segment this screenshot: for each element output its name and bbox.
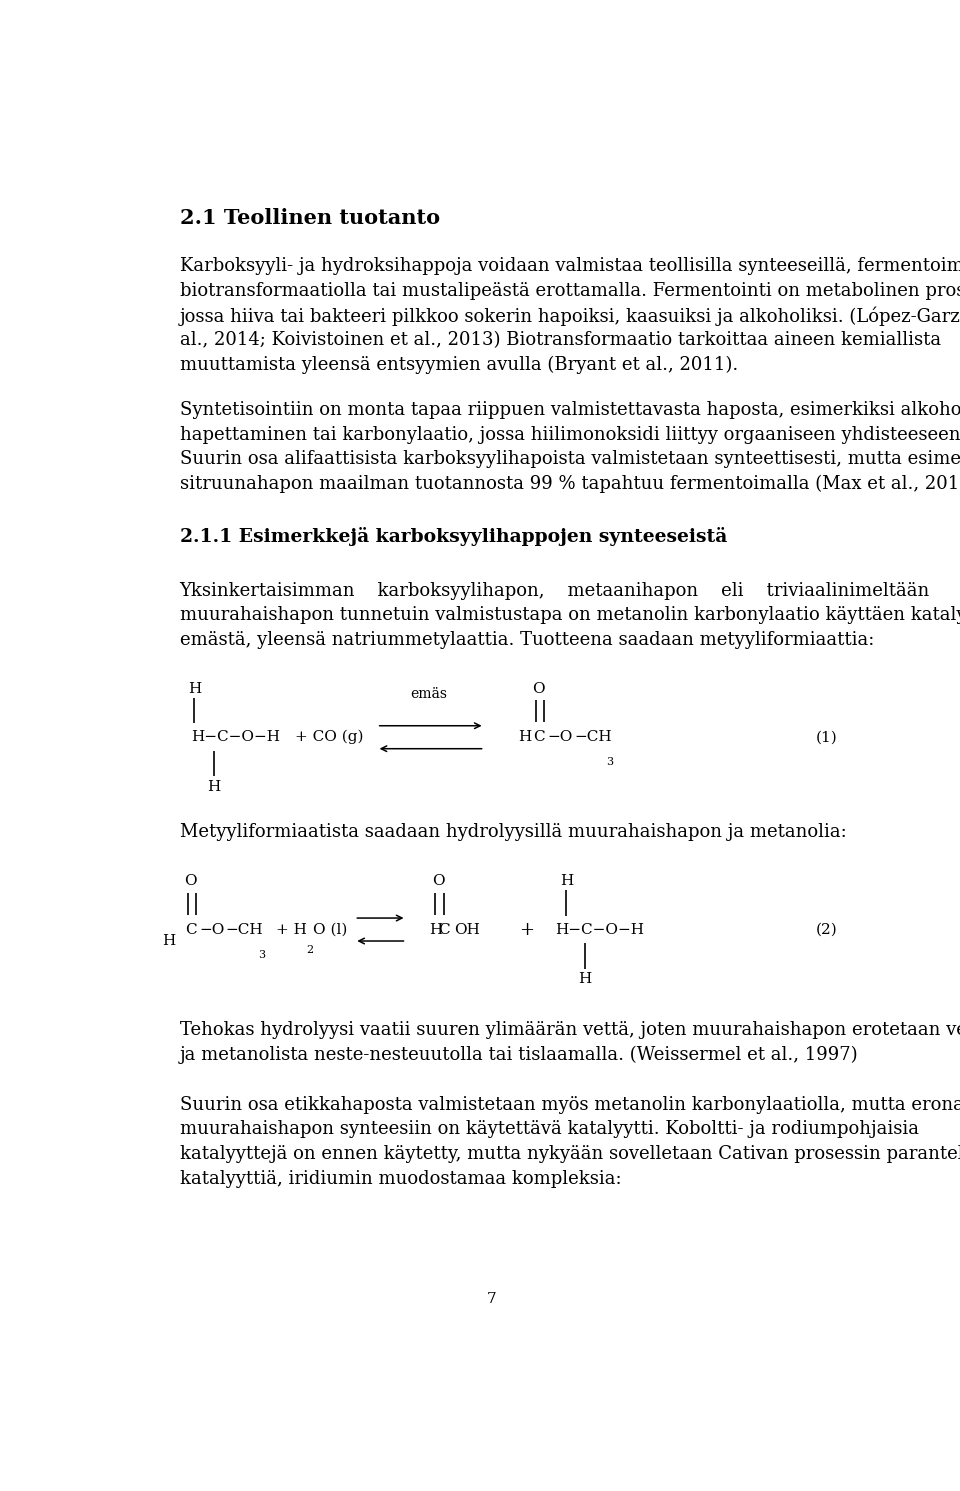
Text: 7: 7 [487, 1293, 497, 1306]
Text: katalyyttiä, iridiumin muodostamaa kompleksia:: katalyyttiä, iridiumin muodostamaa kompl… [180, 1169, 621, 1188]
Text: + H: + H [276, 923, 307, 936]
Text: 3: 3 [606, 757, 612, 768]
Text: 3: 3 [257, 950, 265, 960]
Text: O: O [533, 681, 545, 696]
Text: sitruunahapon maailman tuotannosta 99 % tapahtuu fermentoimalla (Max et al., 201: sitruunahapon maailman tuotannosta 99 % … [180, 476, 960, 494]
Text: H: H [188, 681, 201, 696]
Text: muuttamista yleensä entsyymien avulla (Bryant et al., 2011).: muuttamista yleensä entsyymien avulla (B… [180, 356, 738, 374]
Text: H: H [207, 780, 221, 793]
Text: Karboksyyli- ja hydroksihappoja voidaan valmistaa teollisilla synteeseillä, ferm: Karboksyyli- ja hydroksihappoja voidaan … [180, 256, 960, 274]
Text: + CO (g): + CO (g) [295, 731, 363, 744]
Text: katalyyttejä on ennen käytetty, mutta nykyään sovelletaan Cativan prosessin para: katalyyttejä on ennen käytetty, mutta ny… [180, 1145, 960, 1163]
Text: −CH: −CH [226, 923, 263, 936]
Text: H: H [560, 874, 573, 889]
Text: muurahaishapon tunnetuin valmistustapa on metanolin karbonylaatio käyttäen katal: muurahaishapon tunnetuin valmistustapa o… [180, 607, 960, 625]
Text: H−C−O−H: H−C−O−H [191, 731, 280, 744]
Text: Suurin osa alifaattisista karboksyylihapoista valmistetaan synteettisesti, mutta: Suurin osa alifaattisista karboksyylihap… [180, 450, 960, 468]
Text: 2.1 Teollinen tuotanto: 2.1 Teollinen tuotanto [180, 207, 440, 228]
Text: OH: OH [454, 923, 480, 936]
Text: ja metanolista neste-nesteuutolla tai tislaamalla. (Weissermel et al., 1997): ja metanolista neste-nesteuutolla tai ti… [180, 1047, 858, 1065]
Text: C: C [438, 923, 449, 936]
Text: O: O [184, 874, 197, 889]
Text: −CH: −CH [575, 731, 612, 744]
Text: O (l): O (l) [313, 923, 348, 936]
Text: Yksinkertaisimman    karboksyylihapon,    metaanihapon    eli    triviaalinimelt: Yksinkertaisimman karboksyylihapon, meta… [180, 581, 930, 599]
Text: −O: −O [548, 731, 573, 744]
Text: H: H [518, 731, 531, 744]
Text: Tehokas hydrolyysi vaatii suuren ylimäärän vettä, joten muurahaishapon erotetaan: Tehokas hydrolyysi vaatii suuren ylimäär… [180, 1021, 960, 1039]
Text: H: H [429, 923, 442, 936]
Text: jossa hiiva tai bakteeri pilkkoo sokerin hapoiksi, kaasuiksi ja alkoholiksi. (Ló: jossa hiiva tai bakteeri pilkkoo sokerin… [180, 306, 960, 327]
Text: al., 2014; Koivistoinen et al., 2013) Biotransformaatio tarkoittaa aineen kemial: al., 2014; Koivistoinen et al., 2013) Bi… [180, 331, 941, 349]
Text: hapettaminen tai karbonylaatio, jossa hiilimonoksidi liittyy orgaaniseen yhdiste: hapettaminen tai karbonylaatio, jossa hi… [180, 426, 960, 444]
Text: H−C−O−H: H−C−O−H [555, 923, 644, 936]
Text: H: H [578, 972, 591, 986]
Text: −O: −O [200, 923, 225, 936]
Text: muurahaishapon synteesiin on käytettävä katalyytti. Koboltti- ja rodiumpohjaisia: muurahaishapon synteesiin on käytettävä … [180, 1120, 919, 1138]
Text: (1): (1) [816, 731, 837, 744]
Text: O: O [432, 874, 444, 889]
Text: Suurin osa etikkahaposta valmistetaan myös metanolin karbonylaatiolla, mutta ero: Suurin osa etikkahaposta valmistetaan my… [180, 1096, 960, 1114]
Text: H: H [162, 933, 176, 948]
Text: emäs: emäs [410, 686, 447, 701]
Text: 2: 2 [306, 945, 313, 956]
Text: C: C [185, 923, 197, 936]
Text: biotransformaatiolla tai mustalipeästä erottamalla. Fermentointi on metabolinen : biotransformaatiolla tai mustalipeästä e… [180, 282, 960, 300]
Text: Syntetisointiin on monta tapaa riippuen valmistettavasta haposta, esimerkiksi al: Syntetisointiin on monta tapaa riippuen … [180, 401, 960, 419]
Text: C: C [533, 731, 544, 744]
Text: +: + [519, 920, 535, 938]
Text: (2): (2) [816, 923, 837, 936]
Text: Metyyliformiaatista saadaan hydrolyysillä muurahaishapon ja metanolia:: Metyyliformiaatista saadaan hydrolyysill… [180, 823, 847, 841]
Text: emästä, yleensä natriummetylaattia. Tuotteena saadaan metyyliformiaattia:: emästä, yleensä natriummetylaattia. Tuot… [180, 631, 874, 649]
Text: 2.1.1 Esimerkkejä karboksyylihappojen synteeseistä: 2.1.1 Esimerkkejä karboksyylihappojen sy… [180, 528, 727, 546]
